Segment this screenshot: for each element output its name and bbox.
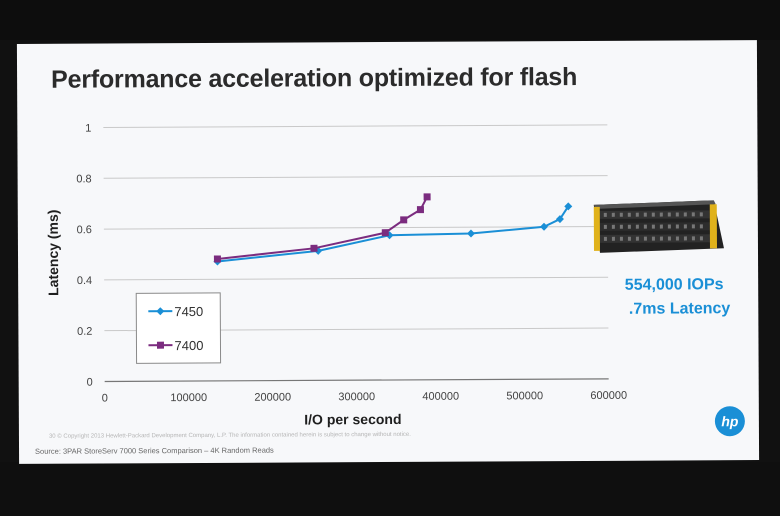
data-point-7450 <box>564 202 573 211</box>
y-tick-label: 0.8 <box>76 173 91 185</box>
source-note: Source: 3PAR StoreServ 7000 Series Compa… <box>35 445 274 456</box>
x-axis-title: I/O per second <box>304 411 401 428</box>
data-point-7450 <box>466 229 475 238</box>
gridline <box>104 276 609 281</box>
latency-chart: 0 0.2 0.4 0.6 0.8 1 0 100000 200000 300000 400000 5… <box>45 123 627 428</box>
x-tick-label: 500000 <box>506 390 543 402</box>
data-point-7400 <box>416 206 424 214</box>
callout-iops: 554,000 IOPs <box>624 276 724 294</box>
y-tick-label: 0 <box>87 377 93 389</box>
legend-label: 7400 <box>174 338 203 353</box>
gridline <box>103 225 608 230</box>
x-tick-label: 100000 <box>170 392 207 404</box>
data-point-7400 <box>400 216 408 224</box>
storage-server-image <box>593 200 724 253</box>
y-tick-label: 1 <box>85 123 91 135</box>
y-tick-label: 0.4 <box>77 275 92 287</box>
data-point-7450 <box>555 215 564 224</box>
x-axis-line <box>104 378 609 383</box>
data-point-7400 <box>310 244 318 252</box>
screen-bottom-border <box>0 462 780 516</box>
data-point-7400 <box>213 255 221 263</box>
x-tick-label: 400000 <box>422 391 459 403</box>
y-axis-title: Latency (ms) <box>45 210 61 296</box>
presentation-slide: Performance acceleration optimized for f… <box>16 40 760 464</box>
legend-label: 7450 <box>174 304 203 319</box>
callout-latency: .7ms Latency <box>628 300 731 318</box>
data-point-7400 <box>381 229 389 237</box>
x-tick-label: 600000 <box>590 390 627 402</box>
x-tick-label: 200000 <box>254 392 291 404</box>
performance-callout: 554,000 IOPs .7ms Latency <box>625 273 731 322</box>
gridline <box>103 175 608 179</box>
x-tick-label: 300000 <box>338 391 375 403</box>
x-tick-label: 0 <box>102 392 108 404</box>
y-tick-label: 0.6 <box>77 224 92 236</box>
legend-marker <box>156 341 165 349</box>
y-tick-label: 0.2 <box>77 326 92 338</box>
screen-top-border <box>0 0 780 40</box>
data-point-7450 <box>540 222 549 231</box>
hp-logo: hp <box>714 406 745 437</box>
gridline <box>103 124 608 128</box>
data-point-7400 <box>423 193 431 201</box>
legend-marker <box>156 307 165 316</box>
